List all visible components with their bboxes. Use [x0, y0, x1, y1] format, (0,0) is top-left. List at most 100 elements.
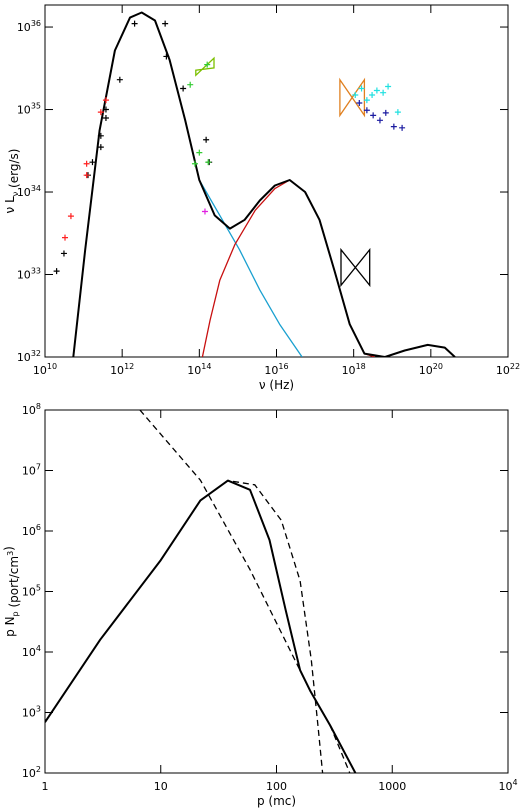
data-point [204, 61, 211, 68]
tick-exponent: 5 [36, 584, 41, 593]
tick-label: 1022 [496, 362, 520, 377]
tick-label: 1018 [342, 362, 366, 377]
data-point [116, 76, 123, 83]
curve [198, 179, 303, 357]
tick-label: 102 [22, 765, 41, 780]
bowtie [339, 77, 366, 118]
data-point [83, 160, 90, 167]
data-point [83, 172, 90, 179]
tick-label: 1012 [110, 362, 134, 377]
tick-exponent: 16 [278, 362, 288, 371]
tick-base: 10 [22, 465, 36, 478]
tick-exponent: 4 [512, 778, 517, 787]
tick-exponent: 4 [36, 644, 41, 653]
tick-exponent: 3 [36, 705, 41, 714]
data-point [162, 20, 169, 27]
tick-base: 10 [17, 21, 31, 34]
data-point [53, 268, 60, 275]
data-point [352, 92, 359, 99]
curve [72, 11, 456, 357]
label-text: ν L [3, 196, 17, 214]
tick-exponent: 18 [356, 362, 366, 371]
tick-base: 10 [17, 351, 31, 364]
data-point [390, 123, 397, 130]
label-text: ) [2, 546, 16, 551]
tick-label: 104 [498, 778, 517, 793]
label-sub: p [11, 611, 20, 616]
data-point [89, 159, 96, 166]
tick-label: 103 [22, 705, 41, 720]
tick-base: 10 [342, 364, 356, 377]
tick-label: 1032 [17, 349, 41, 364]
data-point [102, 114, 109, 121]
data-point [180, 85, 187, 92]
tick-exponent: 14 [201, 362, 211, 371]
data-point [382, 109, 389, 116]
data-point [385, 83, 392, 90]
data-point [97, 144, 104, 151]
data-point [356, 99, 363, 106]
data-point [102, 106, 109, 113]
tick-label: 1 [42, 780, 49, 793]
label-text: p (mc) [257, 794, 296, 808]
x-axis-label: p (mc) [257, 794, 296, 808]
curve [45, 479, 357, 773]
tick-label: 1010 [33, 362, 57, 377]
data-point [201, 208, 208, 215]
plot-frame [44, 409, 509, 774]
tick-exponent: 7 [36, 463, 41, 472]
tick-base: 10 [17, 269, 31, 282]
data-point [394, 109, 401, 116]
tick-base: 10 [419, 364, 433, 377]
tick-exponent: 6 [36, 523, 41, 532]
tick-base: 1000 [378, 780, 406, 793]
data-point [358, 85, 365, 92]
y-axis-label: p Np (port/cm3) [2, 546, 21, 637]
data-point [60, 250, 67, 257]
tick-base: 10 [22, 525, 36, 538]
label-sup: 3 [6, 551, 15, 556]
data-point [131, 20, 138, 27]
tick-label: 1034 [17, 184, 41, 199]
y-axis-label: ν Lν (erg/s) [3, 149, 21, 214]
data-point [191, 160, 198, 167]
tick-base: 10 [22, 404, 36, 417]
tick-label: 108 [22, 402, 41, 417]
tick-base: 10 [498, 780, 512, 793]
tick-label: 1035 [17, 102, 41, 117]
tick-exponent: 36 [31, 19, 41, 28]
tick-label: 1016 [264, 362, 288, 377]
data-point [373, 87, 380, 94]
tick-base: 10 [17, 104, 31, 117]
curve [139, 410, 351, 773]
tick-base: 10 [22, 767, 36, 780]
tick-base: 10 [33, 364, 47, 377]
tick-label: 1000 [378, 780, 406, 793]
data-point [370, 112, 377, 119]
data-point [102, 97, 109, 104]
tick-label: 106 [22, 523, 41, 538]
tick-base: 10 [264, 364, 278, 377]
x-axis-label: ν (Hz) [259, 378, 294, 392]
data-point [203, 136, 210, 143]
tick-label: 10 [154, 780, 168, 793]
tick-exponent: 2 [36, 765, 41, 774]
data-point [62, 234, 69, 241]
tick-exponent: 22 [510, 362, 520, 371]
tick-label: 107 [22, 463, 41, 478]
tick-base: 1 [42, 780, 49, 793]
data-point [380, 89, 387, 96]
tick-exponent: 12 [124, 362, 134, 371]
tick-label: 1036 [17, 19, 41, 34]
label-text: (port/cm [7, 556, 21, 611]
tick-base: 10 [22, 646, 36, 659]
tick-base: 10 [496, 364, 510, 377]
bowtie [195, 56, 215, 77]
tick-label: 1020 [419, 362, 443, 377]
data-point [196, 149, 203, 156]
tick-base: 10 [187, 364, 201, 377]
tick-label: 1014 [187, 362, 211, 377]
tick-base: 10 [22, 586, 36, 599]
tick-label: 100 [266, 780, 287, 793]
